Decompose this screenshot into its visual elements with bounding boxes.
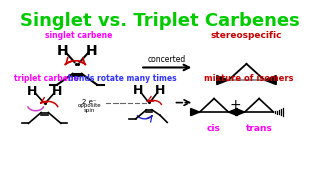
Polygon shape — [228, 109, 237, 116]
Text: stereospecific: stereospecific — [211, 31, 282, 40]
Text: H: H — [57, 44, 68, 58]
Text: singlet carbene: singlet carbene — [45, 31, 113, 40]
Text: H: H — [155, 84, 165, 97]
Text: 2 e⁻: 2 e⁻ — [83, 99, 97, 105]
Text: opposite
spin: opposite spin — [78, 103, 101, 113]
Text: H: H — [27, 85, 37, 98]
Polygon shape — [191, 109, 200, 116]
Text: Singlet vs. Triplet Carbenes: Singlet vs. Triplet Carbenes — [20, 12, 300, 30]
Text: +: + — [230, 98, 242, 112]
Polygon shape — [265, 76, 276, 85]
Text: H: H — [52, 85, 62, 98]
Text: triplet carbene: triplet carbene — [14, 74, 79, 83]
Text: bonds rotate many times: bonds rotate many times — [68, 74, 176, 83]
Polygon shape — [217, 76, 228, 85]
Text: H: H — [86, 44, 97, 58]
Text: trans: trans — [246, 124, 273, 133]
Polygon shape — [236, 109, 245, 116]
Text: cis: cis — [207, 124, 221, 133]
Text: mixture of isomers: mixture of isomers — [204, 74, 293, 83]
Text: H: H — [133, 84, 144, 97]
Text: concerted: concerted — [148, 55, 186, 64]
